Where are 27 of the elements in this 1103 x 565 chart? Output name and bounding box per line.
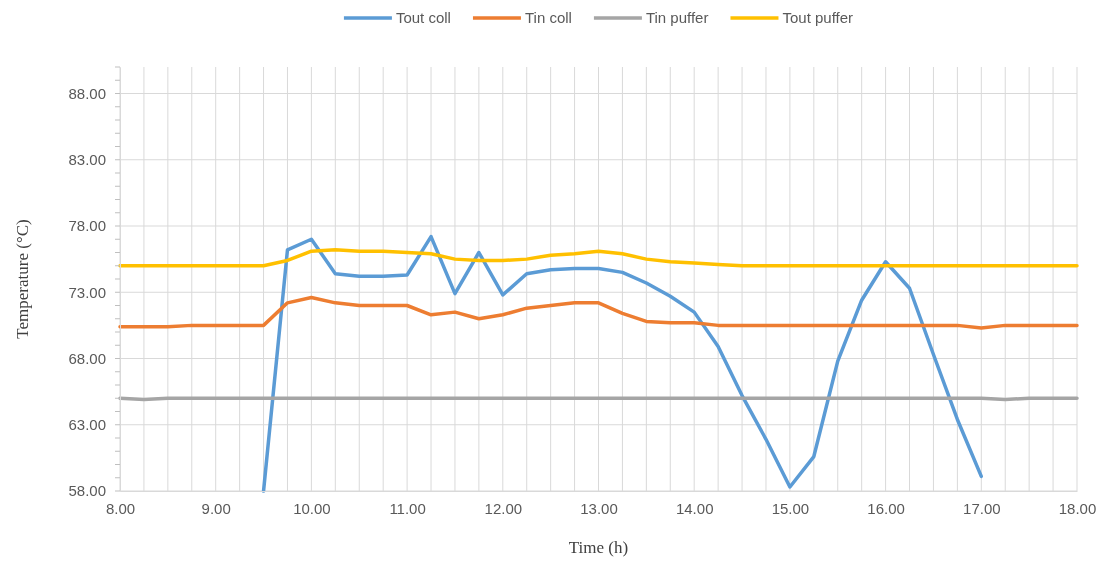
legend-label: Tout puffer	[782, 9, 854, 26]
x-tick-label: 14.00	[675, 499, 714, 517]
y-tick-label: 58.00	[68, 482, 106, 500]
y-tick-label: 63.00	[68, 416, 106, 434]
legend-label: Tout coll	[395, 9, 451, 26]
line-series	[261, 234, 984, 493]
y-tick-label: 68.00	[68, 349, 106, 367]
x-axis-title: Time (h)	[568, 538, 629, 557]
y-axis-title: Temperature (°C)	[13, 219, 32, 339]
y-tick-label: 88.00	[68, 84, 106, 102]
line-series	[118, 248, 1079, 268]
x-tick-label: 16.00	[867, 499, 905, 517]
y-tick-label: 83.00	[68, 151, 106, 169]
x-tick-label: 10.00	[293, 499, 331, 517]
legend-label: Tin puffer	[645, 9, 709, 26]
y-tick-label: 73.00	[68, 283, 106, 301]
line-series	[118, 295, 1079, 330]
x-tick-label: 15.00	[771, 499, 810, 517]
x-tick-label: 18.00	[1058, 499, 1097, 517]
x-tick-label: 12.00	[484, 499, 523, 517]
x-tick-label: 13.00	[580, 499, 618, 517]
x-tick-label: 11.00	[389, 499, 426, 517]
x-tick-label: 8.00	[105, 499, 136, 517]
legend-label: Tin coll	[524, 9, 572, 26]
y-tick-label: 78.00	[68, 217, 106, 235]
x-tick-label: 17.00	[963, 499, 1001, 517]
x-tick-label: 9.00	[201, 499, 231, 517]
